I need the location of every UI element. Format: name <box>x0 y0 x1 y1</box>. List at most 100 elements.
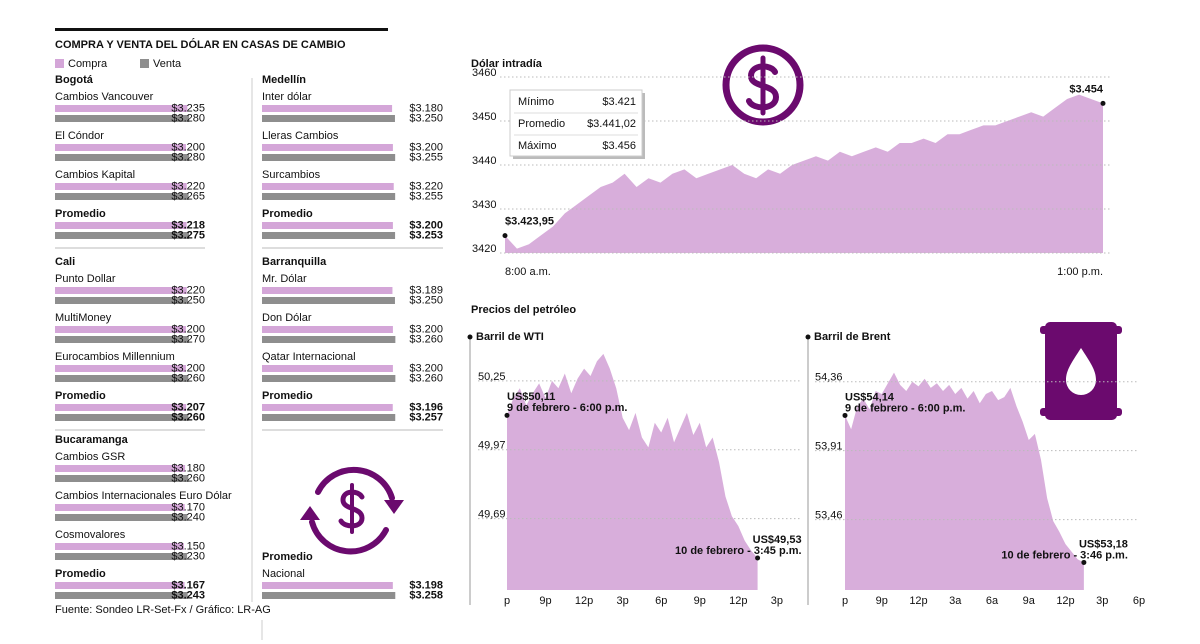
stats-value: $3.421 <box>602 96 636 108</box>
annotation-dot <box>504 412 510 418</box>
y-tick-label: 3430 <box>472 199 496 211</box>
value-label: $3.235 <box>171 102 205 114</box>
icon-arrow <box>300 506 320 520</box>
bar <box>55 582 185 589</box>
axis-dot <box>467 334 473 340</box>
legend-label: Venta <box>153 58 182 70</box>
dollar-icon <box>722 44 804 126</box>
row-label: Eurocambios Millennium <box>55 351 175 363</box>
area <box>505 94 1103 253</box>
value-label: $3.260 <box>171 472 205 484</box>
x-tick-label: 6a <box>986 595 999 607</box>
row-label: Cosmovalores <box>55 529 126 541</box>
stats-label: Promedio <box>518 118 565 130</box>
annotation-note: 9 de febrero - 6:00 p.m. <box>507 402 627 414</box>
bar <box>55 297 188 304</box>
row-label: Qatar Internacional <box>262 351 356 363</box>
value-label: $3.207 <box>171 401 205 413</box>
y-tick-label: 54,36 <box>815 372 843 384</box>
chart-title: Dólar intradía <box>471 58 543 70</box>
value-label: $3.260 <box>409 372 443 384</box>
annotation-dot <box>842 412 848 418</box>
row-label: Don Dólar <box>262 312 312 324</box>
value-label: $3.200 <box>409 323 443 335</box>
bar <box>55 336 189 343</box>
annotation-note: 10 de febrero - 3:45 p.m. <box>675 545 802 557</box>
chart-title: Barril de WTI <box>476 331 544 343</box>
bar <box>55 475 189 482</box>
bar <box>55 592 188 599</box>
legend-swatch <box>55 59 64 68</box>
bar <box>262 232 396 239</box>
annotation-label: US$54,14 <box>845 391 895 403</box>
value-label: $3.196 <box>409 401 443 413</box>
exchange-icon <box>300 466 404 555</box>
value-label: $3.280 <box>171 151 205 163</box>
value-label: $3.170 <box>171 501 205 513</box>
value-label: $3.270 <box>171 333 205 345</box>
y-tick-label: 3460 <box>472 67 496 79</box>
chart-title: Barril de Brent <box>814 331 891 343</box>
icon-arc <box>309 519 389 555</box>
annotation-label: US$50,11 <box>507 391 555 403</box>
bar <box>55 144 186 151</box>
x-tick-label: 9a <box>1023 595 1036 607</box>
bar <box>55 543 184 550</box>
value-label: $3.230 <box>171 550 205 562</box>
x-tick-label: 3p <box>617 595 629 607</box>
row-label: Promedio <box>55 208 106 220</box>
value-label: $3.200 <box>409 219 443 231</box>
y-tick-label: 49,69 <box>478 509 506 521</box>
x-tick-label: 1:00 p.m. <box>1057 266 1103 278</box>
y-tick-label: 3440 <box>472 155 496 167</box>
value-label: $3.243 <box>171 589 205 601</box>
bar <box>262 222 393 229</box>
bar <box>55 193 189 200</box>
annotation-dot <box>1100 100 1106 106</box>
value-label: $3.240 <box>171 511 205 523</box>
value-label: $3.265 <box>171 190 205 202</box>
annotation-dot <box>1081 559 1087 565</box>
value-label: $3.250 <box>409 112 443 124</box>
value-label: $3.260 <box>409 333 443 345</box>
bar <box>262 336 396 343</box>
annotation-dot <box>755 555 761 561</box>
value-label: $3.255 <box>409 190 443 202</box>
row-label: Cambios GSR <box>55 451 125 463</box>
value-label: $3.275 <box>171 229 205 241</box>
x-tick-label: 12p <box>1056 595 1074 607</box>
group-title: Medellín <box>262 74 306 86</box>
icon-arc <box>315 466 395 501</box>
value-label: $3.257 <box>409 411 443 423</box>
row-label: MultiMoney <box>55 312 112 324</box>
source: Fuente: Sondeo LR-Set-Fx / Gráfico: LR-A… <box>55 604 271 616</box>
x-tick-label: 12p <box>729 595 747 607</box>
icon-ring <box>722 44 804 126</box>
bar <box>55 504 185 511</box>
barrel-rim <box>1040 326 1122 334</box>
bar <box>55 365 186 372</box>
bar <box>262 404 393 411</box>
y-tick-label: 50,25 <box>478 371 506 383</box>
bar <box>55 115 190 122</box>
annotation-label: $3.423,95 <box>505 216 554 228</box>
area <box>507 353 758 590</box>
annotation-label: US$53,18 <box>1079 538 1128 550</box>
section-heading: Precios del petróleo <box>471 304 576 316</box>
value-label: $3.250 <box>409 294 443 306</box>
x-tick-label: 3p <box>771 595 783 607</box>
value-label: $3.260 <box>171 411 205 423</box>
value-label: $3.198 <box>409 579 443 591</box>
value-label: $3.280 <box>171 112 205 124</box>
group-title: Bucaramanga <box>55 434 129 446</box>
value-label: $3.150 <box>171 540 205 552</box>
row-label: Promedio <box>55 568 106 580</box>
stats-label: Mínimo <box>518 96 554 108</box>
y-tick-label: 53,91 <box>815 441 843 453</box>
bar <box>55 232 189 239</box>
annotation-label: $3.454 <box>1069 83 1104 95</box>
value-label: $3.200 <box>171 141 205 153</box>
x-tick-label: 9p <box>876 595 888 607</box>
